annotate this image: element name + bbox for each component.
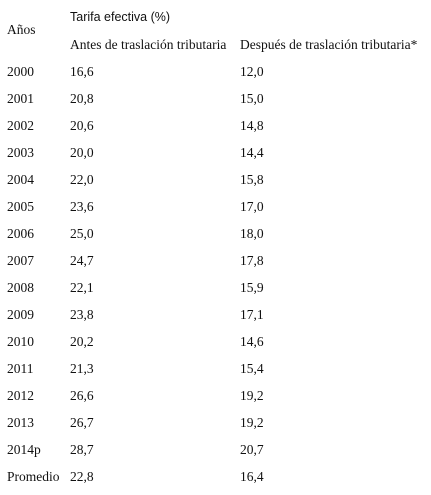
table-row: 2013 26,7 19,2 — [0, 415, 431, 441]
table-row: 2011 21,3 15,4 — [0, 361, 431, 387]
after-cell: 17,1 — [240, 307, 264, 322]
after-cell: 16,4 — [240, 469, 264, 484]
after-cell: 15,0 — [240, 91, 264, 106]
table-row: 2007 24,7 17,8 — [0, 253, 431, 279]
table-row: 2001 20,8 15,0 — [0, 91, 431, 117]
after-cell: 14,4 — [240, 145, 264, 160]
year-cell: 2004 — [7, 172, 34, 187]
table-row: 2012 26,6 19,2 — [0, 388, 431, 414]
before-cell: 20,0 — [70, 145, 94, 160]
after-cell: 17,0 — [240, 199, 264, 214]
before-cell: 26,7 — [70, 415, 94, 430]
year-cell: 2005 — [7, 199, 34, 214]
table-row: 2004 22,0 15,8 — [0, 172, 431, 198]
table-row: 2008 22,1 15,9 — [0, 280, 431, 306]
after-cell: 18,0 — [240, 226, 264, 241]
before-cell: 21,3 — [70, 361, 94, 376]
after-cell: 19,2 — [240, 415, 264, 430]
year-cell: 2014p — [7, 442, 41, 457]
before-cell: 20,6 — [70, 118, 94, 133]
year-cell: 2009 — [7, 307, 34, 322]
before-cell: 24,7 — [70, 253, 94, 268]
column-header-after: Después de traslación tributaria* — [240, 37, 418, 52]
year-cell: Promedio — [7, 469, 60, 484]
table-row: 2005 23,6 17,0 — [0, 199, 431, 225]
table-row: 2000 16,6 12,0 — [0, 64, 431, 90]
before-cell: 22,0 — [70, 172, 94, 187]
after-cell: 14,8 — [240, 118, 264, 133]
after-cell: 15,4 — [240, 361, 264, 376]
year-cell: 2011 — [7, 361, 34, 376]
after-cell: 15,9 — [240, 280, 264, 295]
table-row: 2014p 28,7 20,7 — [0, 442, 431, 468]
year-cell: 2010 — [7, 334, 34, 349]
before-cell: 20,2 — [70, 334, 94, 349]
after-cell: 20,7 — [240, 442, 264, 457]
column-header-before: Antes de traslación tributaria — [70, 37, 227, 52]
after-cell: 17,8 — [240, 253, 264, 268]
before-cell: 22,1 — [70, 280, 94, 295]
year-cell: 2007 — [7, 253, 34, 268]
year-cell: 2013 — [7, 415, 34, 430]
year-cell: 2003 — [7, 145, 34, 160]
year-cell: 2012 — [7, 388, 34, 403]
before-cell: 22,8 — [70, 469, 94, 484]
group-header: Tarifa efectiva (%) — [70, 10, 171, 24]
year-cell: 2002 — [7, 118, 34, 133]
year-cell: 2008 — [7, 280, 34, 295]
after-cell: 14,6 — [240, 334, 264, 349]
before-cell: 20,8 — [70, 91, 94, 106]
after-cell: 15,8 — [240, 172, 264, 187]
table-row: 2010 20,2 14,6 — [0, 334, 431, 360]
before-cell: 23,6 — [70, 199, 94, 214]
before-cell: 25,0 — [70, 226, 94, 241]
year-cell: 2001 — [7, 91, 34, 106]
year-cell: 2000 — [7, 64, 34, 79]
year-cell: 2006 — [7, 226, 34, 241]
after-cell: 12,0 — [240, 64, 264, 79]
years-header: Años — [7, 22, 36, 37]
after-cell: 19,2 — [240, 388, 264, 403]
table-row: 2006 25,0 18,0 — [0, 226, 431, 252]
before-cell: 28,7 — [70, 442, 94, 457]
table-row: 2002 20,6 14,8 — [0, 118, 431, 144]
before-cell: 16,6 — [70, 64, 94, 79]
before-cell: 26,6 — [70, 388, 94, 403]
before-cell: 23,8 — [70, 307, 94, 322]
average-row: Promedio 22,8 16,4 — [0, 469, 431, 495]
table-row: 2009 23,8 17,1 — [0, 307, 431, 333]
table-row: 2003 20,0 14,4 — [0, 145, 431, 171]
